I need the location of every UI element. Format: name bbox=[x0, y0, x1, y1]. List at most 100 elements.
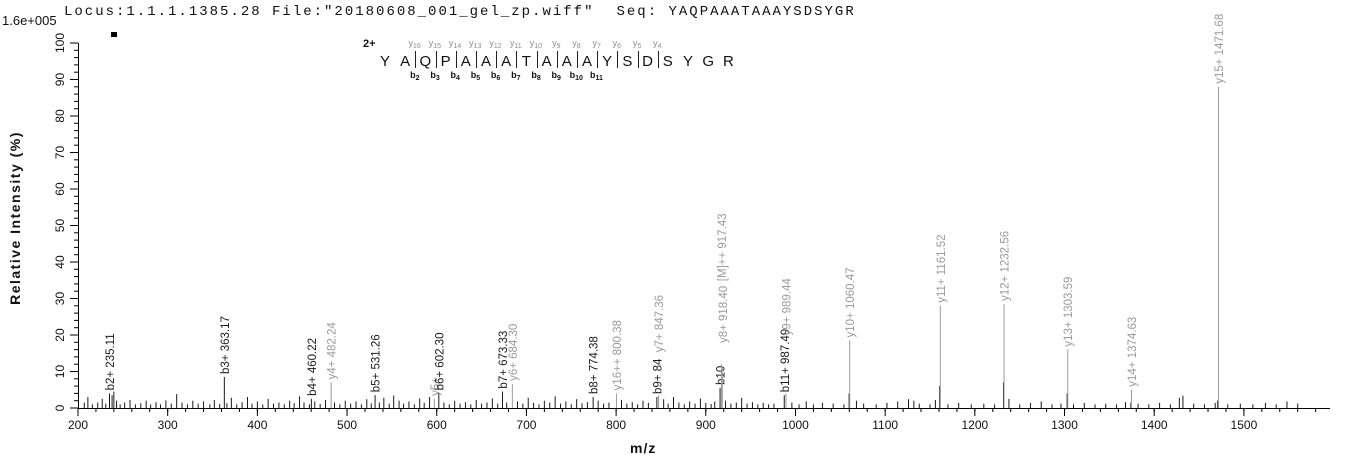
cleavage-line bbox=[556, 51, 558, 68]
b-ion-label: b8 bbox=[531, 70, 541, 83]
y-ion-label: y9 bbox=[552, 38, 561, 51]
peak-label: [M]++ 917.43 bbox=[717, 213, 729, 281]
peak-label: y9+ 989.44 bbox=[782, 278, 794, 336]
y-ion-label: y13 bbox=[469, 38, 482, 51]
x-tick-label: 500 bbox=[337, 418, 357, 432]
y-ion-label: y16 bbox=[408, 38, 421, 51]
residue-letter: A bbox=[400, 53, 411, 70]
b-ion-label: b5 bbox=[470, 70, 481, 83]
residue-letter: T bbox=[521, 53, 531, 70]
y-tick-label: 50 bbox=[53, 219, 67, 233]
cleavage-line bbox=[657, 51, 659, 68]
y-tick-label: 40 bbox=[53, 255, 67, 269]
y-tick-label: 100 bbox=[53, 33, 67, 53]
cleavage-line bbox=[516, 51, 518, 68]
residue-letter: P bbox=[440, 53, 451, 70]
peak-label: b8+ 774.38 bbox=[589, 336, 601, 394]
peak-label: b5+ 531.26 bbox=[371, 334, 383, 392]
cleavage-line bbox=[435, 51, 437, 68]
cleavage-line bbox=[475, 51, 477, 68]
x-tick-label: 1200 bbox=[961, 418, 988, 432]
y-tick-label: 80 bbox=[53, 109, 67, 123]
cleavage-line bbox=[576, 51, 578, 68]
y-ion-label: y12 bbox=[489, 38, 502, 51]
residue-letter: A bbox=[501, 53, 512, 70]
sequence-label: Seq: YAQPAAATAAAYSDSYGR bbox=[616, 4, 856, 20]
peak-label: b11+ 987.49 bbox=[780, 329, 792, 392]
peak-label: y6+ 684.30 bbox=[508, 324, 520, 381]
cleavage-line bbox=[496, 51, 498, 68]
b-ion-label: b11 bbox=[589, 70, 603, 83]
y-tick-label: 70 bbox=[53, 146, 67, 160]
peak-label: b2+ 235.11 bbox=[105, 333, 117, 390]
b-ion-label: b2 bbox=[410, 70, 420, 83]
peak-label: b9+ 84 bbox=[652, 358, 664, 394]
peak-label: y10+ 1060.47 bbox=[845, 267, 857, 337]
x-tick-label: 300 bbox=[158, 418, 178, 432]
cleavage-line bbox=[597, 51, 599, 68]
cleavage-line bbox=[617, 51, 619, 68]
y-ion-label: y5 bbox=[632, 38, 642, 51]
precursor-charge-label: 2+ bbox=[363, 38, 376, 50]
x-tick-label: 400 bbox=[247, 418, 267, 432]
residue-letter: G bbox=[702, 53, 715, 70]
peak-label: y14+ 1374.63 bbox=[1127, 317, 1139, 387]
b-ion-label: b10 bbox=[569, 70, 583, 83]
residue-letter: A bbox=[541, 53, 552, 70]
x-tick-label: 1000 bbox=[782, 418, 809, 432]
y-tick-label: 30 bbox=[53, 292, 67, 306]
b-ion-label: b3 bbox=[430, 70, 440, 83]
b-ion-label: b4 bbox=[450, 70, 460, 83]
y-tick-label: 60 bbox=[53, 182, 67, 196]
residue-letter: A bbox=[480, 53, 492, 70]
locus-file-label: Locus:1.1.1.1385.28 File:"20180608_001_g… bbox=[64, 4, 595, 20]
peak-label: b6+ 602.30 bbox=[434, 333, 446, 391]
residue-letter: A bbox=[460, 53, 471, 70]
residue-letter: A bbox=[581, 53, 593, 70]
residue-letter: S bbox=[622, 53, 633, 70]
peak-label: y7+ 847.36 bbox=[654, 295, 666, 352]
x-tick-label: 1100 bbox=[872, 418, 898, 432]
y-ion-label: y7 bbox=[592, 38, 601, 51]
peak-label: b3+ 363.17 bbox=[220, 316, 232, 374]
y-ion-label: y4 bbox=[653, 38, 662, 51]
x-tick-label: 1300 bbox=[1051, 418, 1078, 432]
peak-label: y12+ 1232.56 bbox=[1000, 231, 1012, 301]
b-ion-label: b7 bbox=[511, 70, 521, 83]
header: Locus:1.1.1.1385.28 File:"20180608_001_g… bbox=[64, 4, 856, 20]
peak-label: y13+ 1303.59 bbox=[1063, 277, 1075, 347]
x-tick-label: 1500 bbox=[1231, 418, 1258, 432]
x-axis-title: m/z bbox=[630, 440, 657, 456]
y-ion-label: y11 bbox=[509, 38, 522, 51]
b-ion-label: b6 bbox=[490, 70, 501, 83]
cleavage-line bbox=[415, 51, 417, 68]
cleavage-line bbox=[637, 51, 639, 68]
peak-label: y16++ 800.38 bbox=[612, 320, 624, 390]
y-tick-label: 10 bbox=[53, 365, 67, 379]
residue-letter: Q bbox=[419, 53, 432, 70]
y-tick-label: 90 bbox=[53, 73, 67, 87]
y-tick-label: 0 bbox=[53, 404, 67, 411]
x-tick-label: 700 bbox=[516, 418, 536, 432]
x-tick-label: 200 bbox=[68, 418, 88, 432]
residue-letter: Y bbox=[602, 53, 613, 70]
y-ion-label: y10 bbox=[529, 38, 543, 51]
peak-label: y8+ 918.40 bbox=[718, 286, 730, 343]
x-tick-label: 600 bbox=[427, 418, 447, 432]
residue-letter: Y bbox=[682, 53, 694, 70]
peak-label: b4+ 460.22 bbox=[307, 338, 319, 396]
residue-letter: D bbox=[642, 53, 654, 70]
y-ion-label: y15 bbox=[428, 38, 442, 51]
residue-letter: R bbox=[722, 53, 734, 70]
x-tick-label: 1400 bbox=[1141, 418, 1168, 432]
residue-letter: S bbox=[662, 53, 673, 70]
x-tick-label: 800 bbox=[606, 418, 626, 432]
max-intensity-label: 1.6e+005 bbox=[2, 13, 57, 28]
peak-label: y15+ 1471.68 bbox=[1214, 14, 1226, 84]
residue-letter: Y bbox=[379, 53, 391, 70]
peak-label: y4+ 482.24 bbox=[327, 322, 339, 380]
y-tick-label: 20 bbox=[53, 328, 67, 342]
